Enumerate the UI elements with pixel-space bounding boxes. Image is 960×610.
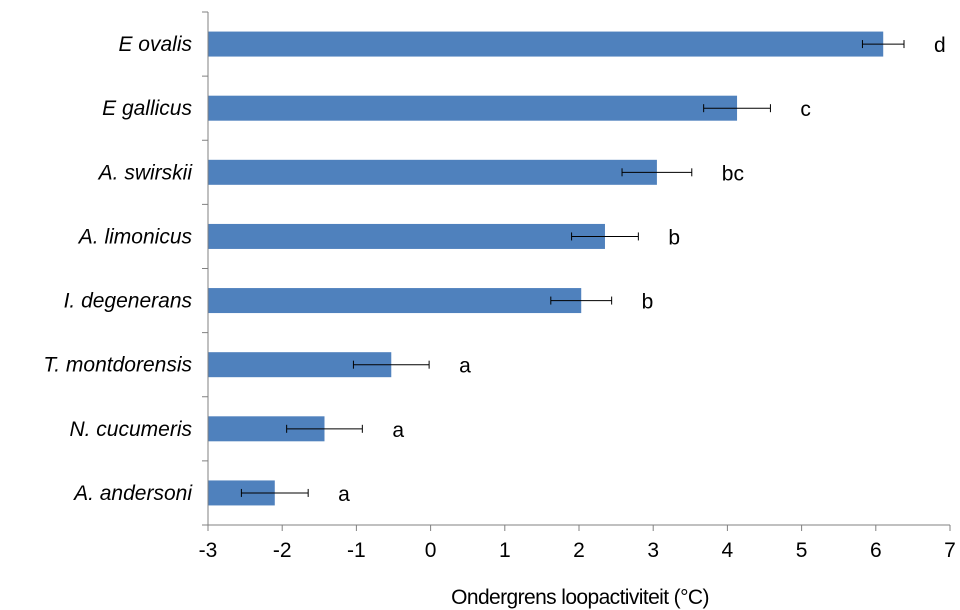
- x-tick-label: -2: [273, 539, 292, 562]
- significance-label: b: [642, 291, 654, 314]
- x-tick-label: 1: [499, 539, 511, 562]
- x-tick-label: 6: [870, 539, 882, 562]
- bar: [208, 223, 605, 249]
- bars-layer: [208, 31, 905, 506]
- x-tick-label: 3: [647, 539, 659, 562]
- labels-layer: -3 -2 -1 0 1 2 3 4 5 6 7 E ovalis d E gallicus c A. swi…: [43, 33, 955, 562]
- significance-label: bc: [722, 162, 744, 185]
- x-tick-label: 7: [944, 539, 956, 562]
- x-tick-label: -1: [347, 539, 366, 562]
- category-label: A. swirskii: [97, 161, 194, 184]
- category-label: I. degenerans: [64, 290, 193, 313]
- axes-layer: [202, 11, 951, 531]
- bar: [208, 159, 657, 185]
- category-label: E ovalis: [118, 33, 192, 56]
- x-tick-label: 4: [722, 539, 734, 562]
- x-tick-label: 5: [796, 539, 808, 562]
- category-label: N. cucumeris: [69, 418, 192, 441]
- significance-label: a: [392, 419, 404, 442]
- significance-label: a: [459, 355, 471, 378]
- bar: [208, 288, 582, 314]
- significance-label: d: [934, 34, 946, 57]
- x-tick-label: 2: [573, 539, 585, 562]
- bar: [208, 31, 884, 57]
- x-axis-title: Ondergrens loopactiviteit (°C): [451, 586, 709, 609]
- x-tick-label: -3: [199, 539, 218, 562]
- significance-label: c: [800, 98, 811, 121]
- significance-label: b: [668, 226, 680, 249]
- bar: [208, 95, 738, 121]
- category-label: E gallicus: [102, 97, 192, 120]
- category-label: A. limonicus: [77, 225, 193, 248]
- x-tick-label: 0: [425, 539, 437, 562]
- category-label: T. montdorensis: [43, 354, 192, 377]
- category-label: A. andersoni: [72, 482, 193, 505]
- significance-label: a: [338, 483, 350, 506]
